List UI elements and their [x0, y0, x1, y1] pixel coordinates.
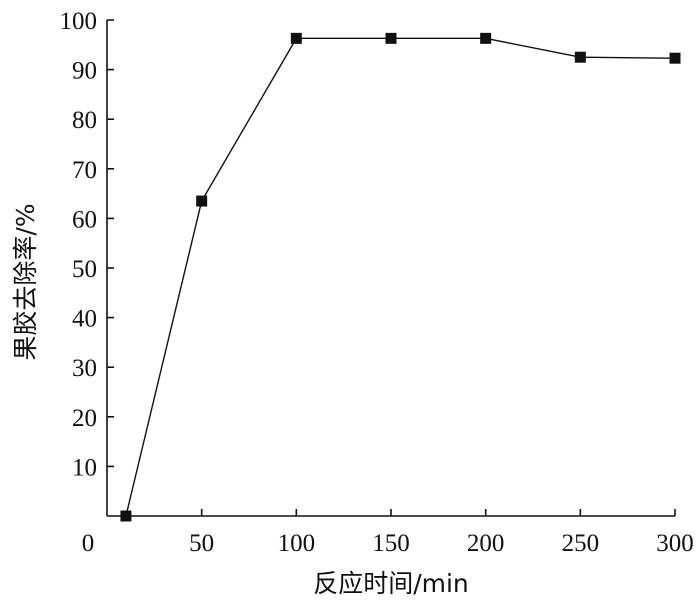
x-tick-label: 150: [372, 530, 410, 557]
y-tick-label: 40: [72, 306, 97, 333]
y-tick-label: 10: [72, 454, 97, 481]
data-point-marker: [290, 32, 302, 44]
data-point-marker: [574, 51, 586, 63]
axes: [106, 20, 675, 517]
x-tick-label: 200: [467, 530, 505, 557]
data-point-marker: [385, 32, 397, 44]
x-tick-label: 250: [562, 530, 600, 557]
y-axis-title: 果胶去除率/%: [11, 203, 40, 360]
data-point-marker: [196, 195, 208, 207]
y-tick-label: 100: [60, 8, 98, 35]
x-tick-label: 100: [278, 530, 316, 557]
x-tick-label: 0: [82, 530, 95, 557]
data-point-marker: [480, 32, 492, 44]
x-axis-title: 反应时间/min: [313, 569, 469, 598]
x-ticks: 0 50 100 150 200 250 300: [82, 509, 694, 557]
y-tick-label: 80: [72, 107, 97, 134]
y-tick-label: 50: [72, 256, 97, 283]
y-tick-label: 60: [72, 206, 97, 233]
data-point-marker: [669, 52, 681, 64]
data-point-marker: [120, 510, 132, 522]
y-tick-label: 30: [72, 355, 97, 382]
series-line: [125, 37, 676, 517]
x-tick-label: 300: [656, 530, 694, 557]
y-ticks: 10 20 30 40 50 60 70 80 90 100: [60, 8, 114, 481]
series: [120, 32, 681, 522]
y-tick-label: 70: [72, 157, 97, 184]
y-tick-label: 20: [72, 405, 97, 432]
y-tick-label: 90: [72, 58, 97, 85]
x-tick-label: 50: [189, 530, 214, 557]
